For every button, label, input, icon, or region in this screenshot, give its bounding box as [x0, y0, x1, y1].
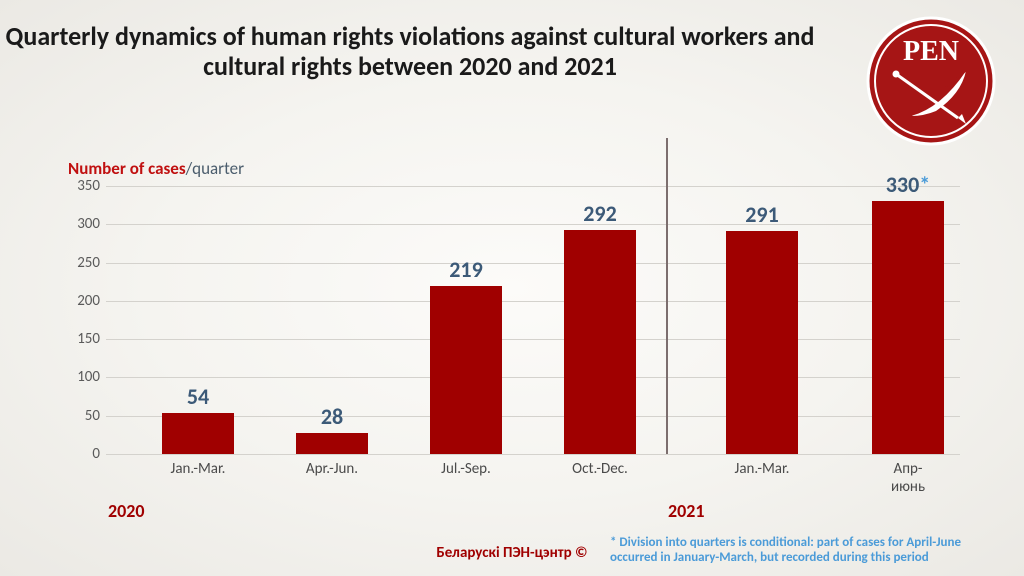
year-label-2021: 2021 — [668, 500, 705, 522]
y-tick-label: 100 — [60, 368, 100, 386]
bar-group: 54 — [162, 383, 234, 454]
y-tick-label: 150 — [60, 330, 100, 348]
grid-line — [106, 377, 960, 378]
bar-value-label: 219 — [449, 256, 482, 283]
y-tick-label: 300 — [60, 215, 100, 233]
y-tick-label: 0 — [60, 445, 100, 463]
bar — [162, 413, 234, 454]
plot-area: 5428219292291330* — [106, 186, 960, 454]
x-tick-label: Apr.-Jun. — [306, 460, 358, 478]
bar — [430, 286, 502, 454]
bar-group: 28 — [296, 403, 368, 454]
grid-line — [106, 416, 960, 417]
pen-logo: PEN — [866, 16, 996, 146]
bar-chart: 050100150200250300350 5428219292291330* … — [60, 186, 960, 476]
bar — [296, 433, 368, 454]
axis-label-red: Number of cases — [68, 158, 186, 179]
bar — [726, 231, 798, 454]
y-tick-label: 200 — [60, 292, 100, 310]
bar-value-label: 330* — [886, 171, 930, 198]
x-tick-label: Oct.-Dec. — [572, 460, 628, 478]
x-tick-label: Jan.-Mar. — [171, 460, 226, 478]
grid-line — [106, 186, 960, 187]
grid-line — [106, 263, 960, 264]
footnote: * Division into quarters is conditional:… — [610, 536, 1010, 566]
x-tick-label: Jan.-Mar. — [735, 460, 790, 478]
bar-group: 292 — [564, 200, 636, 454]
bar-value-label: 54 — [187, 383, 209, 410]
grid-line — [106, 301, 960, 302]
grid-line — [106, 224, 960, 225]
y-axis-label: Number of cases/quarter — [68, 158, 244, 179]
source-credit: Беларускі ПЭН-цэнтр © — [436, 544, 587, 562]
grid-line — [106, 339, 960, 340]
x-tick-label: Апр-июнь — [882, 460, 934, 496]
bar-value-label: 292 — [583, 200, 616, 227]
bar — [872, 201, 944, 454]
logo-text: PEN — [903, 36, 959, 67]
bar — [564, 230, 636, 454]
year-label-2020: 2020 — [108, 500, 145, 522]
y-tick-label: 250 — [60, 254, 100, 272]
bar-group: 330* — [872, 171, 944, 454]
bar-group: 219 — [430, 256, 502, 454]
x-tick-label: Jul.-Sep. — [441, 460, 491, 478]
bar-value-label: 28 — [321, 403, 343, 430]
chart-title: Quarterly dynamics of human rights viola… — [0, 22, 820, 82]
y-tick-label: 50 — [60, 407, 100, 425]
year-divider — [666, 138, 668, 454]
axis-label-grey: /quarter — [186, 158, 244, 179]
bar-group: 291 — [726, 201, 798, 454]
y-tick-label: 350 — [60, 177, 100, 195]
bar-value-label: 291 — [745, 201, 778, 228]
grid-line — [106, 454, 960, 455]
